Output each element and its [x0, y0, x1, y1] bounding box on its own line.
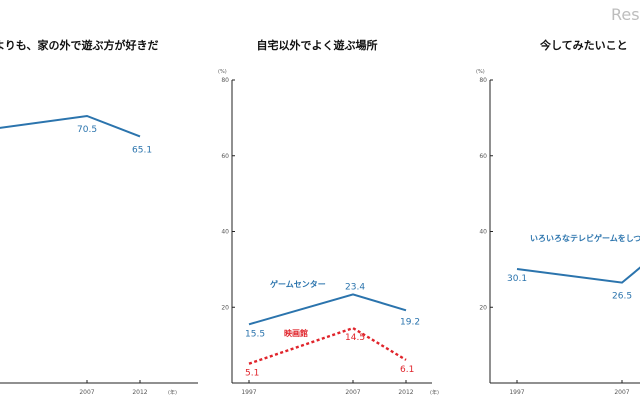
- chart-1-data-label: 65.1: [132, 145, 152, 155]
- chart-2-data-label: 15.5: [245, 329, 265, 339]
- chart-2-series-1-line: [248, 293, 407, 326]
- chart-2-data-label: 14.5: [345, 333, 365, 343]
- chart-1-x-unit: (年): [168, 389, 177, 396]
- chart-3-x-tick-label: 2007: [614, 389, 629, 396]
- chart-2-data-label: 6.1: [400, 365, 414, 375]
- chart-2-y-unit: (%): [218, 69, 227, 75]
- chart-3-data-label: 30.1: [507, 274, 527, 284]
- chart-1-title: よりも、家の外で遊ぶ方が好きだ: [0, 38, 158, 52]
- chart-2-x-tick-label: 1997: [241, 389, 256, 396]
- watermark-text: Res: [611, 5, 640, 24]
- chart-2-x-unit: (年): [430, 389, 439, 396]
- chart-2-data-label: 5.1: [245, 369, 259, 379]
- chart-2-series-2-line: [248, 326, 407, 365]
- chart-3-series-1-line: [516, 266, 640, 284]
- chart-3-y-tick-label: 20: [479, 304, 487, 311]
- chart-3-x-tick-label: 1997: [509, 389, 524, 396]
- chart-3-data-label: 26.5: [612, 292, 632, 302]
- chart-2-y-tick-label: 80: [221, 77, 229, 84]
- chart-2-y-tick-label: 40: [221, 229, 229, 236]
- chart-3-y-tick-label: 60: [479, 153, 487, 160]
- chart-2-series-1-label: ゲームセンター: [270, 279, 326, 289]
- chart-3-y-tick-label: 80: [479, 77, 487, 84]
- chart-2-y-tick-label: 60: [221, 153, 229, 160]
- chart-2-title: 自宅以外でよく遊ぶ場所: [257, 38, 378, 52]
- chart-1-x-tick-label: 2007: [79, 389, 94, 396]
- chart-3-series-1-label: いろいろなテレビゲームをしつ: [530, 233, 640, 243]
- chart-1-series-1-line: [0, 114, 141, 138]
- chart-1-x-tick-label: 2012: [132, 389, 147, 396]
- chart-2-series-2-label: 映画館: [284, 328, 308, 338]
- chart-3-y-unit: (%): [476, 69, 485, 75]
- chart-1-data-label: 70.5: [77, 125, 97, 135]
- chart-2-data-label: 19.2: [400, 317, 420, 327]
- chart-2-x-tick-label: 2012: [398, 389, 413, 396]
- chart-2-data-label: 23.4: [345, 282, 365, 292]
- chart-3-y-tick-label: 40: [479, 229, 487, 236]
- chart-2-x-tick-label: 2007: [345, 389, 360, 396]
- chart-3-title: 今してみたいこと: [539, 38, 628, 52]
- chart-2-y-tick-label: 20: [221, 304, 229, 311]
